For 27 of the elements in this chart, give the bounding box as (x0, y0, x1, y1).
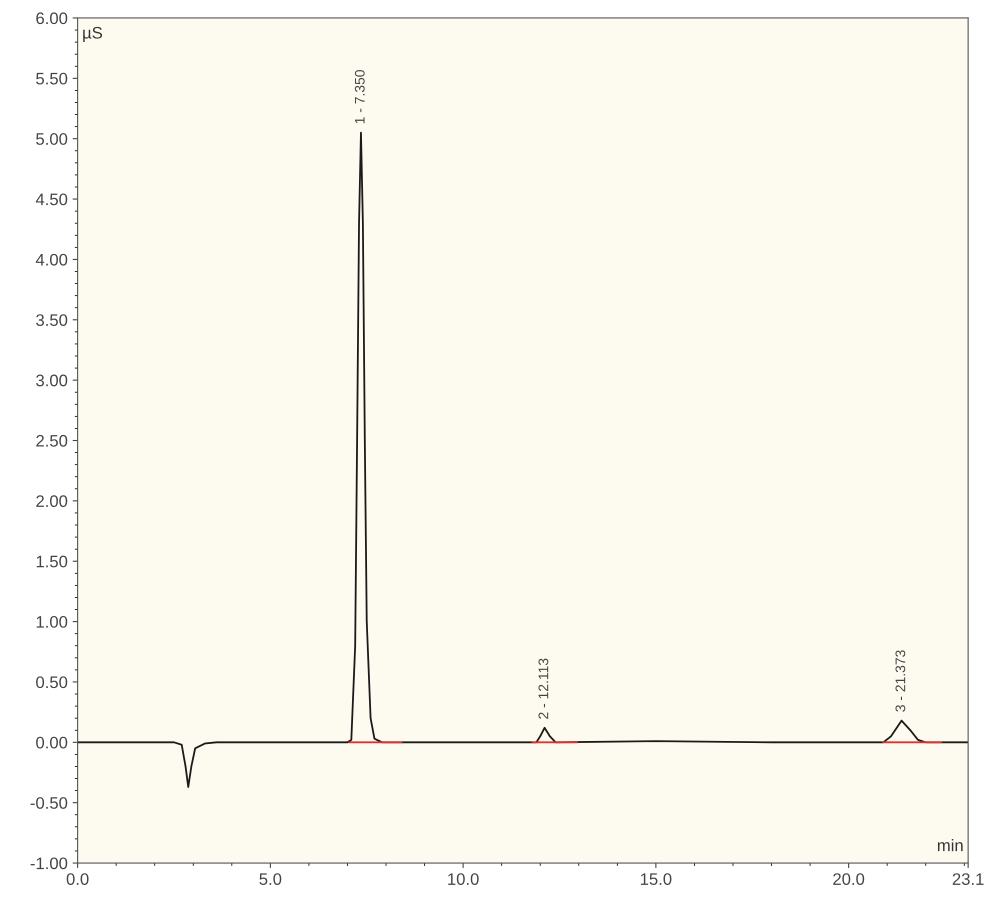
line-series (78, 132, 968, 788)
y-axis-title: µS (83, 26, 102, 42)
x-tick-label: 0.0 (66, 873, 89, 886)
annotation: 3 - 21.373 (895, 650, 906, 712)
y-tick-label: 4.50 (36, 193, 68, 206)
y-tick-label: 4.00 (36, 254, 68, 266)
y-tick-label: 5.50 (36, 72, 68, 85)
x-tick-label: 23.1 (952, 873, 984, 886)
x-tick-label: 5.0 (259, 873, 282, 886)
annotation: 2 - 12.113 (538, 658, 548, 719)
y-tick-label: -1.00 (30, 857, 68, 870)
y-tick-label: 3.50 (36, 314, 68, 326)
y-tick-label: 2.00 (36, 495, 68, 508)
x-tick-label: 10.0 (448, 873, 479, 886)
y-tick-label: 0.50 (36, 676, 68, 688)
x-tick-label: 15.0 (640, 873, 672, 886)
y-tick-label: 3.00 (36, 374, 68, 386)
y-tick-label: 5.00 (36, 133, 68, 145)
y-tick-label: 0.00 (36, 736, 68, 749)
y-tick-label: 2.50 (36, 434, 68, 447)
y-tick-label: 6.00 (36, 12, 68, 24)
x-tick-label: 20.0 (833, 873, 864, 886)
y-tick-label: -0.50 (30, 797, 68, 809)
y-tick-label: 1.50 (36, 556, 68, 568)
y-tick-label: 1.00 (36, 616, 68, 628)
x-axis-title: min (938, 839, 963, 852)
annotation: 1 - 7.350 (354, 70, 365, 124)
